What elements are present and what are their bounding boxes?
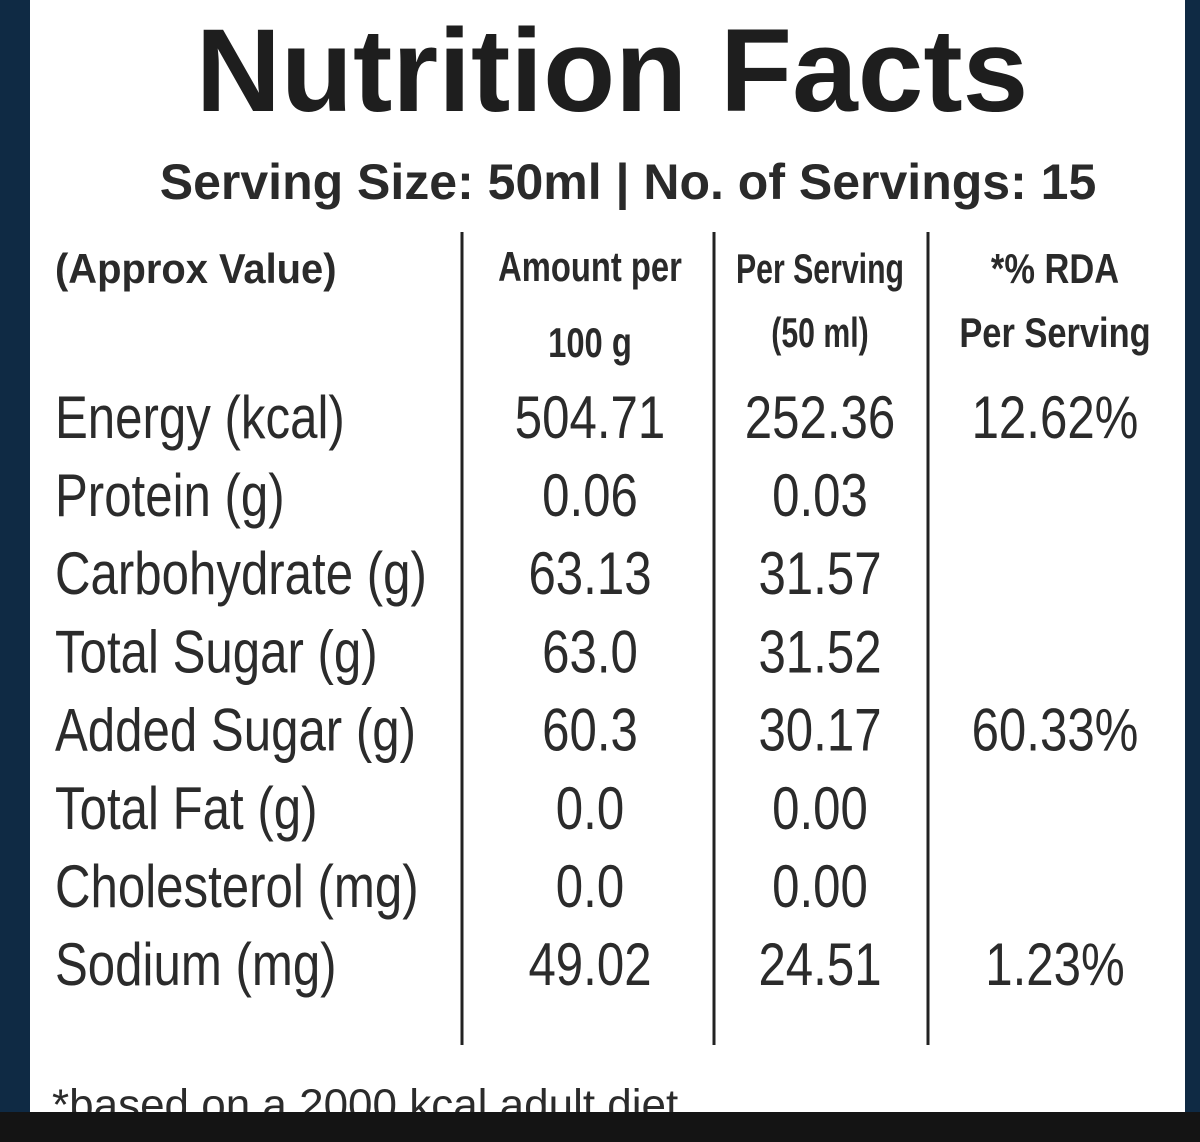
row-value: 504.71 xyxy=(515,383,665,451)
column-header: Per Serving xyxy=(959,310,1150,357)
row-value: 31.57 xyxy=(758,540,881,608)
row-value: 30.17 xyxy=(758,696,881,764)
row-label: Total Fat (g) xyxy=(55,774,317,842)
row-value: 1.23% xyxy=(985,931,1124,999)
column-header: (Approx Value) xyxy=(55,245,336,292)
row-value: 31.52 xyxy=(758,618,881,686)
row-value: 0.00 xyxy=(772,852,868,920)
row-value: 12.62% xyxy=(972,383,1139,451)
row-value: 0.06 xyxy=(542,461,638,529)
row-label: Protein (g) xyxy=(55,461,285,529)
column-header: (50 ml) xyxy=(771,309,868,356)
row-value: 63.13 xyxy=(528,540,651,608)
row-value: 60.3 xyxy=(542,696,638,764)
row-value: 0.03 xyxy=(772,461,868,529)
row-label: Sodium (mg) xyxy=(55,931,337,999)
row-label: Carbohydrate (g) xyxy=(55,540,427,608)
row-label: Total Sugar (g) xyxy=(55,618,378,686)
row-value: 0.00 xyxy=(772,774,868,842)
row-value: 63.0 xyxy=(542,618,638,686)
bottom-bar xyxy=(0,1112,1200,1142)
row-value: 24.51 xyxy=(758,931,881,999)
row-value: 252.36 xyxy=(745,383,895,451)
column-header: 100 g xyxy=(548,319,632,366)
row-value: 0.0 xyxy=(556,774,624,842)
row-label: Cholesterol (mg) xyxy=(55,852,419,920)
row-value: 49.02 xyxy=(528,931,651,999)
column-header: Per Serving xyxy=(736,245,904,292)
label-panel xyxy=(30,0,1185,1112)
column-header: *% RDA xyxy=(991,246,1119,293)
title: Nutrition Facts xyxy=(196,5,1029,137)
row-value: 0.0 xyxy=(556,852,624,920)
row-value: 60.33% xyxy=(972,696,1139,764)
serving-info: Serving Size: 50ml | No. of Servings: 15 xyxy=(160,154,1097,211)
row-label: Energy (kcal) xyxy=(55,383,345,451)
table: (Approx Value) Amount per 100 g Per Serving… xyxy=(55,243,1151,998)
row-label: Added Sugar (g) xyxy=(55,696,416,764)
column-header: Amount per xyxy=(498,243,682,290)
